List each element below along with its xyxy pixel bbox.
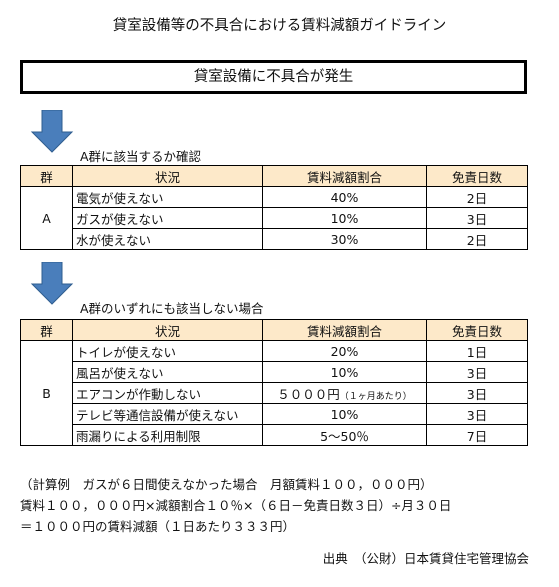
table-row: 水が使えない 30% 2日 bbox=[21, 228, 528, 250]
days-cell: 1日 bbox=[426, 340, 528, 362]
rate-value: ５０００円 bbox=[277, 386, 340, 402]
table-row: ガスが使えない 10% 3日 bbox=[21, 207, 528, 229]
header-rate: 賃料減額割合 bbox=[262, 319, 427, 341]
situation-cell: 水が使えない bbox=[72, 228, 263, 250]
header-group: 群 bbox=[20, 319, 73, 341]
situation-cell: エアコンが作動しない bbox=[72, 382, 263, 404]
header-situation: 状況 bbox=[72, 319, 263, 341]
rate-cell: ５０００円（１ヶ月あたり） bbox=[262, 382, 427, 404]
rate-cell: 20% bbox=[262, 340, 427, 362]
rate-cell: 10% bbox=[262, 361, 427, 383]
table-header-row: 群 状況 賃料減額割合 免責日数 bbox=[20, 165, 528, 187]
situation-cell: ガスが使えない bbox=[72, 207, 263, 229]
days-cell: 3日 bbox=[426, 403, 528, 425]
page-title: 貸室設備等の不具合における賃料減額ガイドライン bbox=[112, 18, 447, 34]
days-cell: 3日 bbox=[426, 207, 528, 229]
header-rate: 賃料減額割合 bbox=[262, 165, 427, 187]
down-arrow-icon bbox=[30, 262, 74, 306]
group-label: B bbox=[20, 340, 73, 446]
situation-cell: 風呂が使えない bbox=[72, 361, 263, 383]
table-header-row: 群 状況 賃料減額割合 免責日数 bbox=[20, 319, 528, 341]
rate-cell: 10% bbox=[262, 403, 427, 425]
rate-cell: 10% bbox=[262, 207, 427, 229]
rate-cell: 30% bbox=[262, 228, 427, 250]
rate-note: （１ヶ月あたり） bbox=[339, 391, 412, 402]
group-label: A bbox=[20, 186, 73, 250]
table-row: A 電気が使えない 40% 2日 bbox=[20, 186, 528, 250]
header-situation: 状況 bbox=[72, 165, 263, 187]
table-row: テレビ等通信設備が使えない 10% 3日 bbox=[21, 403, 528, 425]
section-a-heading: A群に該当するか確認 bbox=[80, 149, 202, 164]
calc-line-3: ＝１０００円の賃料減額（１日あたり３３３円） bbox=[20, 519, 296, 534]
situation-cell: トイレが使えない bbox=[72, 340, 263, 362]
calc-line-1: （計算例 ガスが６日間使えなかった場合 月額賃料１００，０００円） bbox=[20, 477, 433, 492]
table-row: 風呂が使えない 10% 3日 bbox=[21, 361, 528, 383]
header-days: 免責日数 bbox=[426, 319, 528, 341]
days-cell: 7日 bbox=[426, 424, 528, 446]
defect-banner: 貸室設備に不具合が発生 bbox=[20, 60, 527, 94]
calculation-example: （計算例 ガスが６日間使えなかった場合 月額賃料１００，０００円） 賃料１００，… bbox=[20, 474, 451, 537]
situation-cell: テレビ等通信設備が使えない bbox=[72, 403, 263, 425]
days-cell: 2日 bbox=[426, 228, 528, 250]
header-days: 免責日数 bbox=[426, 165, 528, 187]
calc-line-2: 賃料１００，０００円×減額割合１０％×（６日－免責日数３日）÷月３０日 bbox=[20, 498, 452, 513]
situation-cell: 雨漏りによる利用制限 bbox=[72, 424, 263, 446]
days-cell: 3日 bbox=[426, 361, 528, 383]
section-b-heading: A群のいずれにも該当しない場合 bbox=[80, 301, 264, 316]
down-arrow-icon bbox=[30, 110, 74, 154]
table-row: エアコンが作動しない ５０００円（１ヶ月あたり） 3日 bbox=[21, 382, 528, 404]
header-group: 群 bbox=[20, 165, 73, 187]
table-row: 雨漏りによる利用制限 5～50％ 7日 bbox=[21, 424, 528, 446]
section-b-table: 群 状況 賃料減額割合 免責日数 B トイレが使えない 20% 1日 風呂が使え… bbox=[20, 319, 528, 446]
table-row: B トイレが使えない 20% 1日 bbox=[20, 340, 528, 446]
days-cell: 2日 bbox=[426, 186, 528, 208]
situation-cell: 電気が使えない bbox=[72, 186, 263, 208]
rate-cell: 40% bbox=[262, 186, 427, 208]
section-a-table: 群 状況 賃料減額割合 免責日数 A 電気が使えない 40% 2日 ガスが使えな… bbox=[20, 165, 528, 250]
days-cell: 3日 bbox=[426, 382, 528, 404]
source-credit: 出典 （公財）日本賃貸住宅管理協会 bbox=[322, 551, 529, 566]
rate-cell: 5～50％ bbox=[262, 424, 427, 446]
